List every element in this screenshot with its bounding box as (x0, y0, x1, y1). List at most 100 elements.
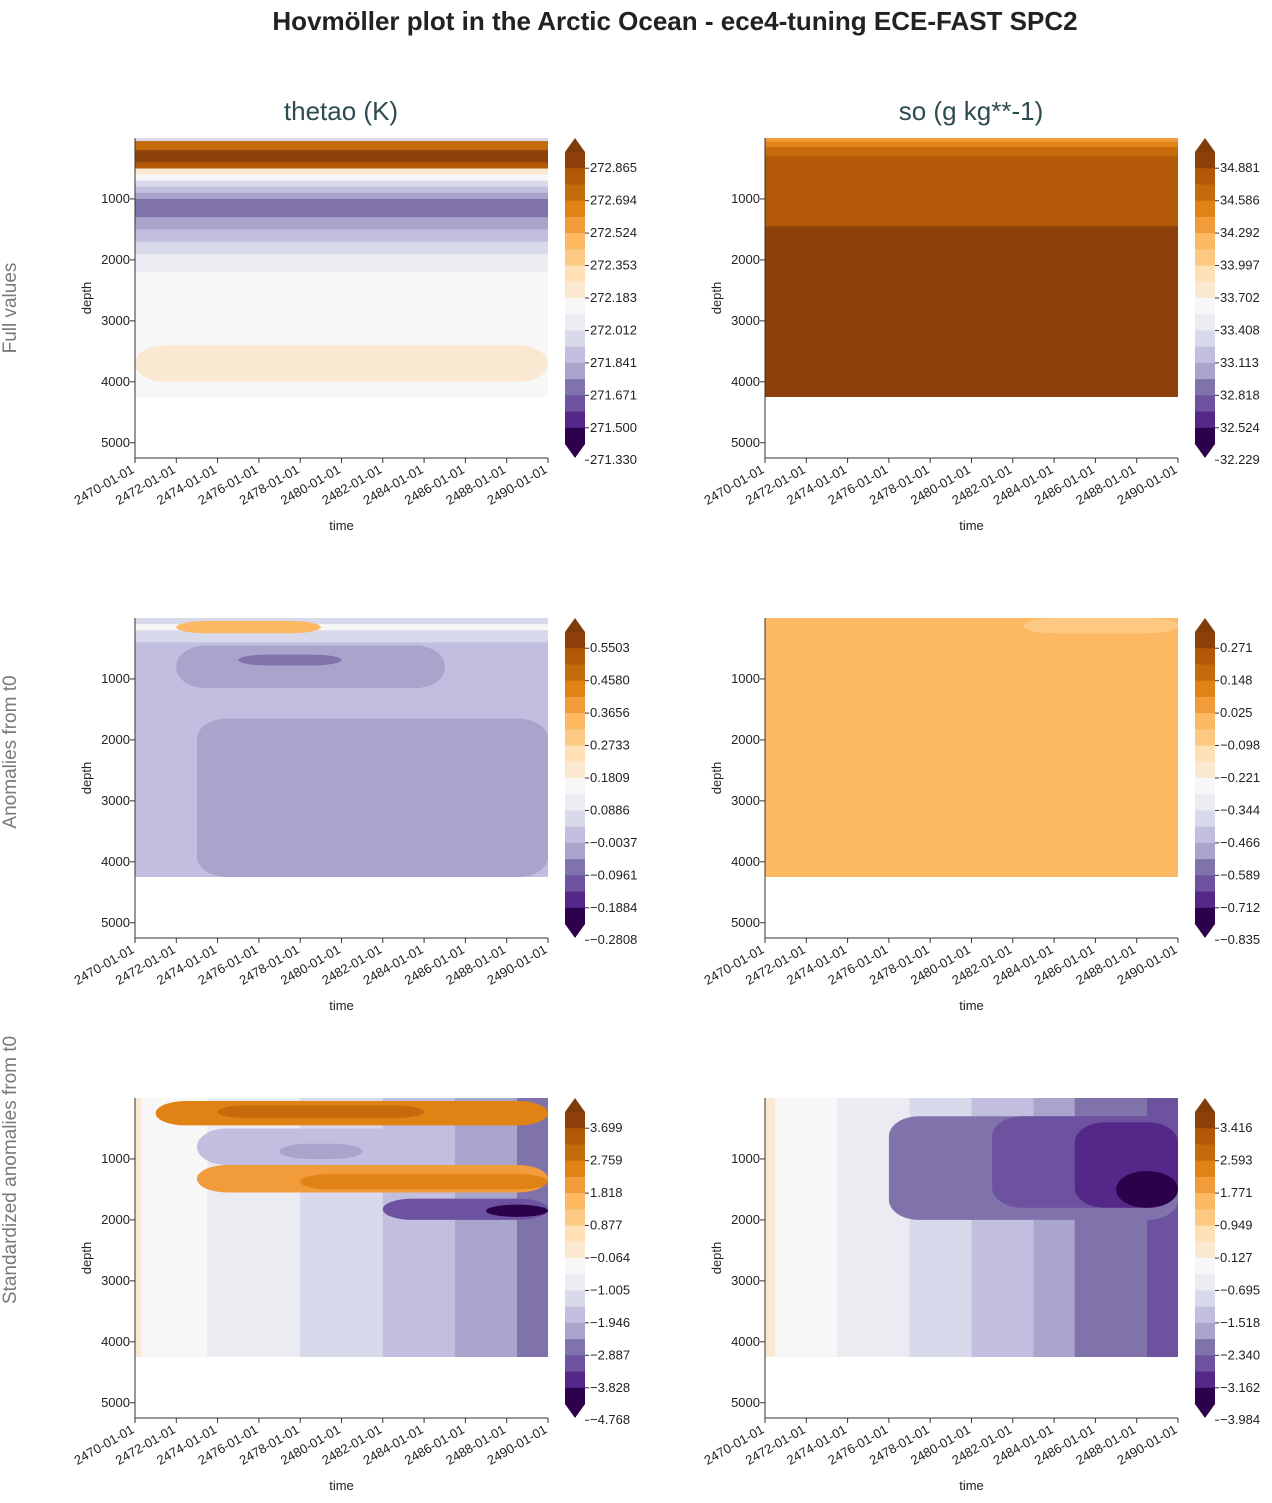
depth-band (135, 618, 548, 625)
colorbar-segment (565, 168, 585, 185)
depth-band (135, 186, 548, 194)
colorbar-segment (565, 281, 585, 299)
colorbar-tick-label: −0.0961 (590, 867, 637, 882)
colorbar-segment (565, 395, 585, 413)
depth-band (765, 147, 1178, 157)
colorbar-tick-label: 0.1809 (590, 770, 630, 785)
colorbar-segment (565, 1112, 585, 1129)
colorbar-segment (1195, 168, 1215, 185)
colorbar-tick-label: 0.025 (1220, 705, 1253, 720)
colorbar-tick-label: 0.148 (1220, 673, 1253, 688)
colorbar-tick-label: −3.828 (590, 1380, 630, 1395)
depth-band (135, 168, 548, 176)
colorbar-tick-label: −0.712 (1220, 900, 1260, 915)
colorbar-segment (1195, 1128, 1215, 1145)
colorbar-segment (565, 875, 585, 893)
y-axis-label: depth (79, 762, 94, 795)
colorbar-tick-label: 272.183 (590, 290, 637, 305)
colorbar-segment (565, 298, 585, 315)
figure-title: Hovmöller plot in the Arctic Ocean - ece… (272, 6, 1077, 36)
colorbar-tick-label: −0.221 (1220, 770, 1260, 785)
colorbar: 0.5503 0.4580 0.3656 0.2733 0.1809 0.0886 −0.0… (565, 618, 637, 947)
colorbar-segment (1195, 427, 1215, 445)
colorbar-segment (565, 761, 585, 779)
colorbar-segment (565, 1322, 585, 1340)
colorbar-tick-label: 271.841 (590, 355, 637, 370)
colorbar-tick-label: 272.012 (590, 322, 637, 337)
panel-so-full: 2470-01-012472-01-012474-01-012476-01-01… (701, 138, 1260, 533)
colorbar-segment (565, 826, 585, 844)
y-axis-label: depth (79, 282, 94, 315)
colorbar-segment (565, 1225, 585, 1243)
x-axis-label: time (959, 1478, 984, 1493)
colorbar-segment (565, 1209, 585, 1227)
depth-band (135, 198, 548, 212)
colorbar-segment (1195, 184, 1215, 202)
colorbar-tick-label: 34.292 (1220, 225, 1260, 240)
colorbar-segment (565, 200, 585, 218)
colorbar-tick-label: 34.881 (1220, 160, 1260, 175)
colorbar-tick-label: −0.064 (590, 1250, 630, 1265)
colorbar-segment (565, 1339, 585, 1356)
colorbar-tick-label: 272.353 (590, 258, 637, 273)
colorbar-segment (565, 907, 585, 925)
colorbar-segment (1195, 778, 1215, 795)
colorbar-extend-min (565, 1404, 585, 1418)
colorbar-tick-label: −0.0037 (590, 835, 637, 850)
time-band (775, 1098, 838, 1358)
colorbar-segment (1195, 1209, 1215, 1227)
colorbar-segment (565, 346, 585, 364)
time-band (517, 1098, 548, 1358)
y-tick-label: 3000 (101, 793, 130, 808)
colorbar-segment (565, 632, 585, 649)
colorbar-tick-label: 272.694 (590, 193, 637, 208)
colorbar-segment (565, 729, 585, 747)
colorbar-tick-label: 34.586 (1220, 193, 1260, 208)
colorbar-tick-label: −3.162 (1220, 1380, 1260, 1395)
colorbar-segment (565, 152, 585, 169)
contour-feature (1023, 618, 1178, 634)
depth-band (765, 141, 1178, 148)
colorbar-segment (1195, 842, 1215, 860)
colorbar-tick-label: 271.671 (590, 387, 637, 402)
contour-fill (135, 138, 548, 398)
colorbar-segment (565, 680, 585, 698)
colorbar-tick-label: −4.768 (590, 1412, 630, 1427)
depth-band (765, 226, 1178, 398)
panel-thetao-anom: 2470-01-012472-01-012474-01-012476-01-01… (71, 618, 637, 1013)
contour-feature (135, 345, 548, 382)
colorbar-segment (565, 842, 585, 860)
y-axis-label: depth (709, 1242, 724, 1275)
colorbar-tick-label: 32.229 (1220, 452, 1260, 467)
colorbar-extend-min (1195, 1404, 1215, 1418)
colorbar-extend-min (1195, 444, 1215, 458)
colorbar-extend-min (1195, 924, 1215, 938)
colorbar-tick-label: −2.340 (1220, 1347, 1260, 1362)
depth-band (765, 156, 1178, 227)
colorbar-segment (1195, 1160, 1215, 1178)
contour-fill (765, 618, 1178, 878)
y-tick-label: 1000 (731, 671, 760, 686)
colorbar-segment (1195, 875, 1215, 893)
y-tick-label: 1000 (101, 671, 130, 686)
colorbar-segment (1195, 281, 1215, 299)
depth-band (135, 630, 548, 643)
colorbar-segment (565, 265, 585, 283)
colorbar-tick-label: −3.984 (1220, 1412, 1260, 1427)
contour-fill (135, 618, 548, 878)
colorbar-segment (1195, 664, 1215, 682)
colorbar-segment (565, 1128, 585, 1145)
depth-band (135, 150, 548, 157)
y-tick-label: 2000 (731, 1212, 760, 1227)
colorbar-segment (1195, 1241, 1215, 1259)
colorbar-tick-label: 1.818 (590, 1185, 623, 1200)
x-axis-label: time (329, 1478, 354, 1493)
colorbar: 3.699 2.759 1.818 0.877 −0.064 −1.005 −1.946 −2… (565, 1098, 630, 1427)
y-tick-label: 2000 (101, 1212, 130, 1227)
colorbar-segment (1195, 648, 1215, 665)
contour-feature (238, 654, 342, 666)
depth-band (135, 141, 548, 145)
y-tick-label: 1000 (731, 191, 760, 206)
colorbar-segment (565, 745, 585, 763)
colorbar-extend-max (1195, 138, 1215, 152)
